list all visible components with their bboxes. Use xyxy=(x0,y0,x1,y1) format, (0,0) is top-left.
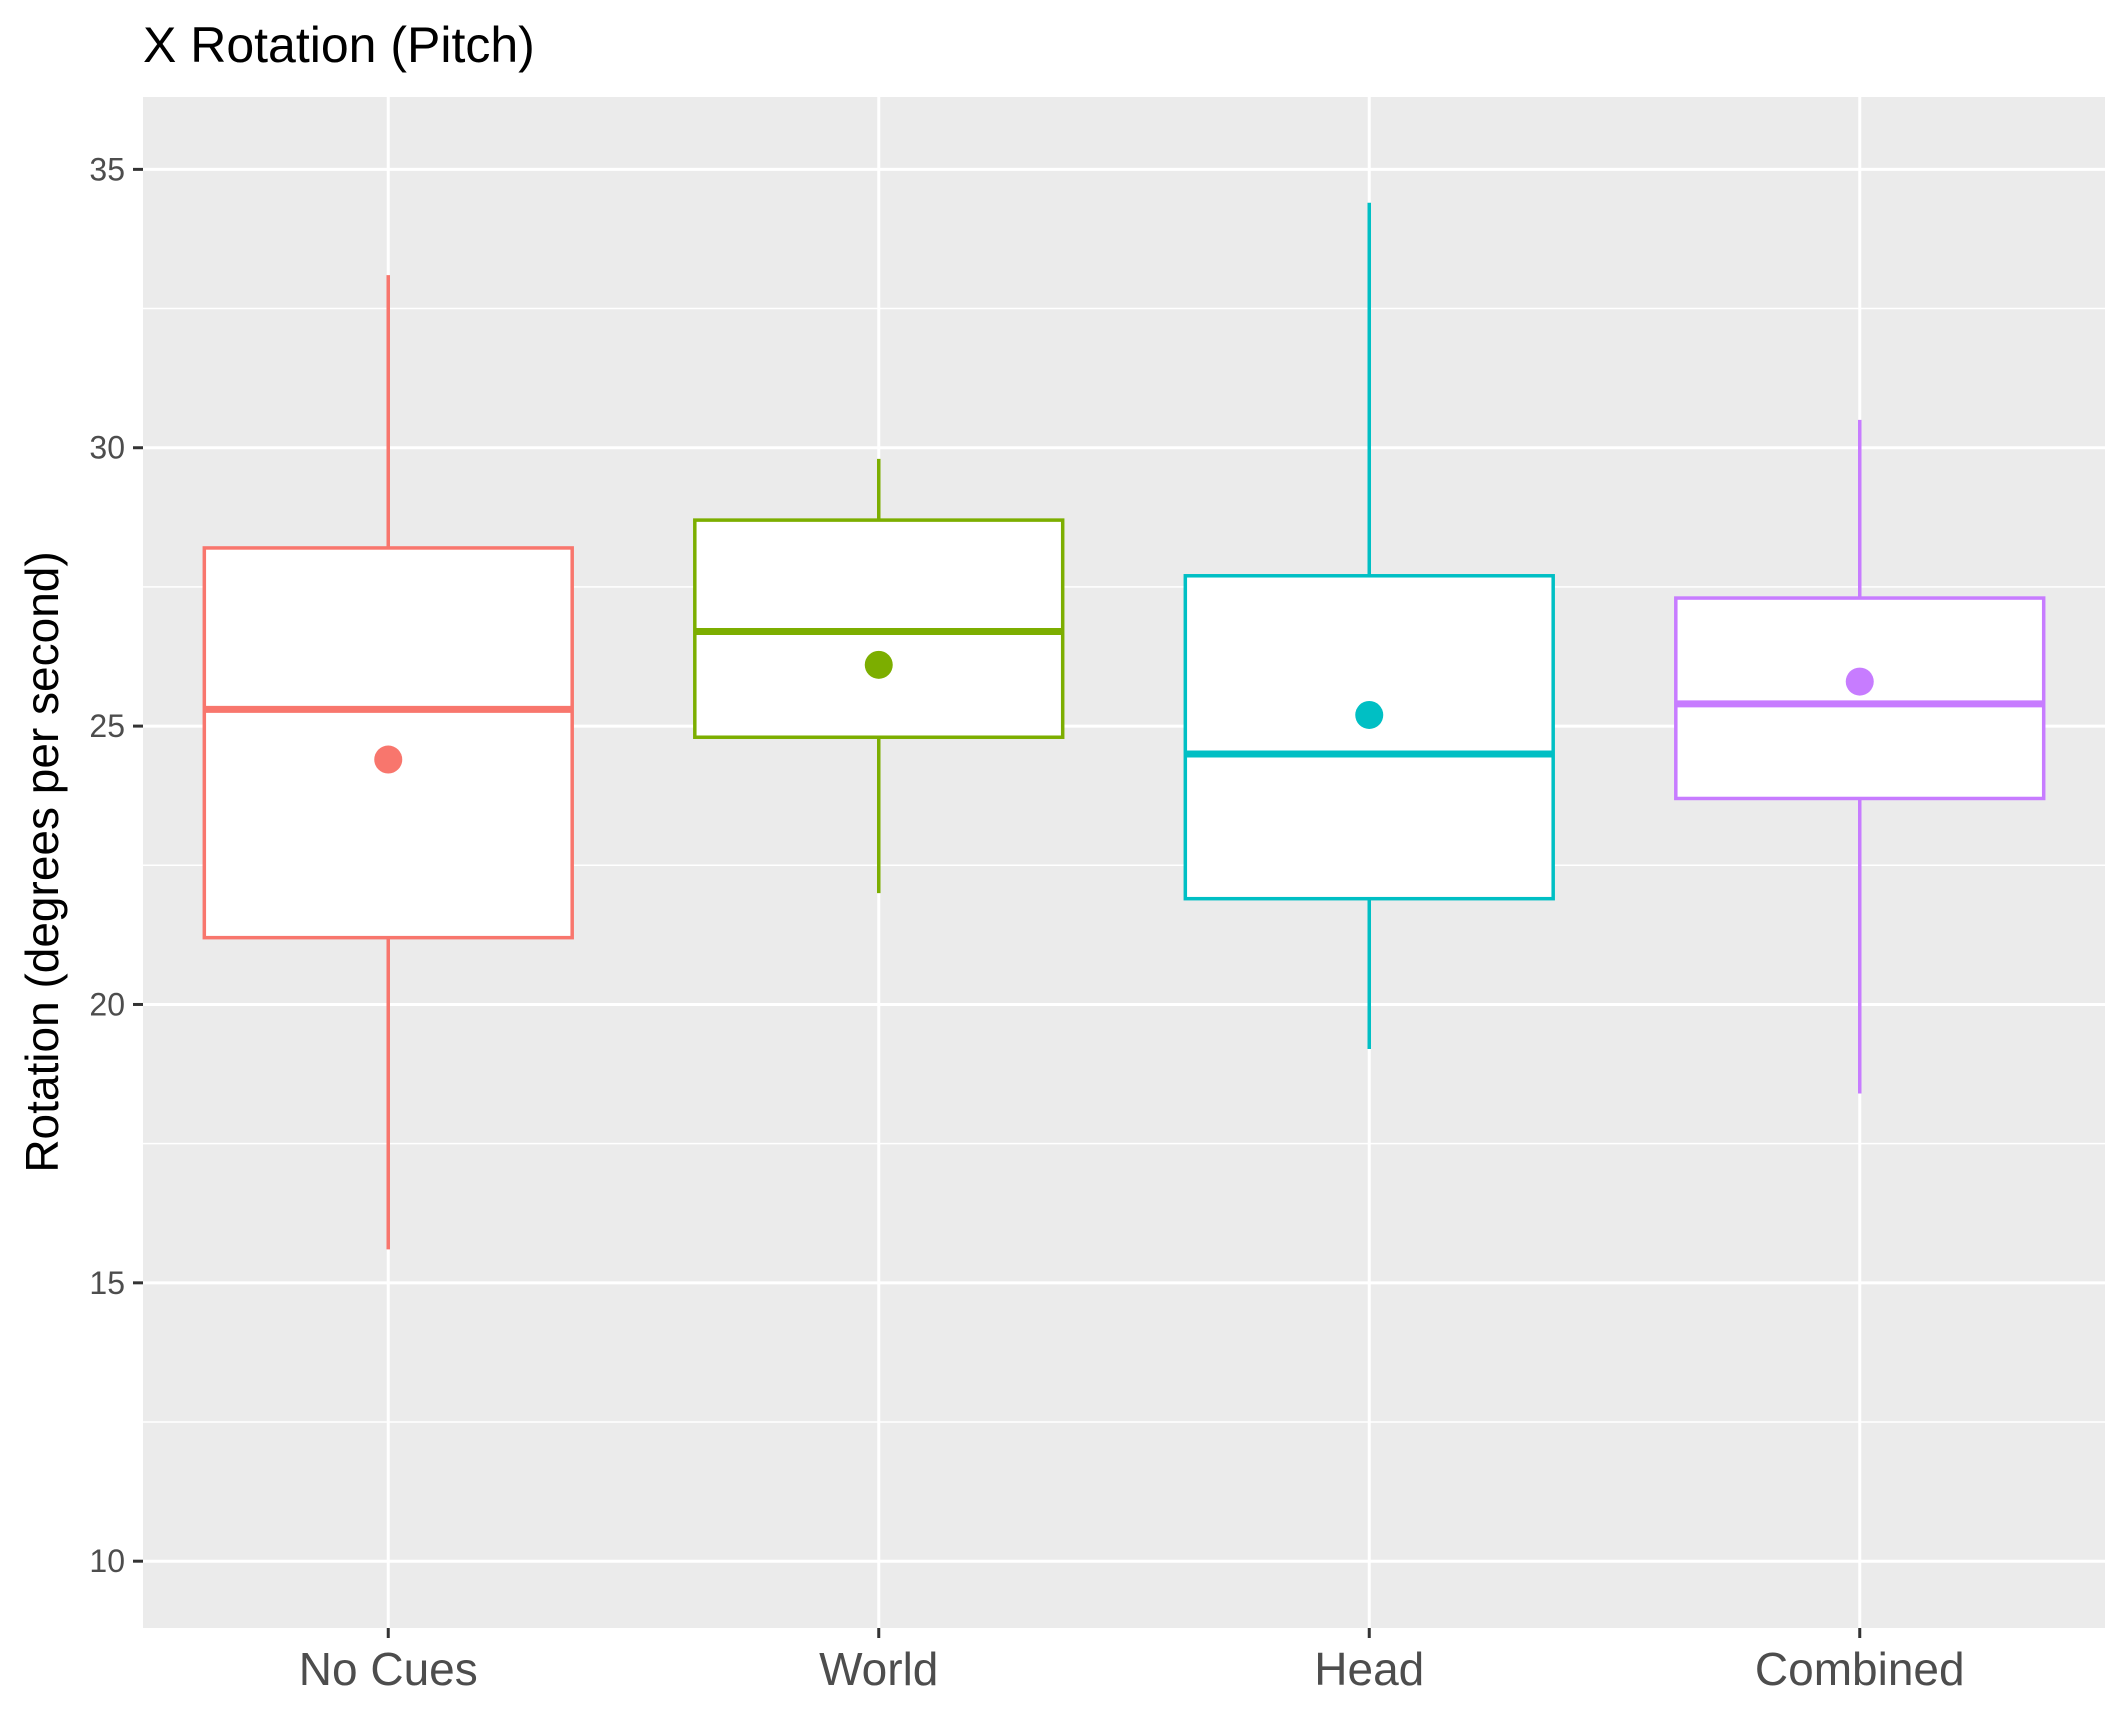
y-tick-label: 30 xyxy=(89,430,125,466)
y-axis: 10 15 20 25 30 35 xyxy=(89,151,143,1579)
box-group xyxy=(202,275,574,1250)
mean-point xyxy=(374,745,403,774)
y-tick-label: 20 xyxy=(89,986,125,1022)
chart-title: X Rotation (Pitch) xyxy=(143,17,535,73)
x-tick-label: Head xyxy=(1314,1643,1424,1695)
box-group xyxy=(1674,419,2046,1094)
box-body xyxy=(1674,596,2046,801)
x-tick-label: Combined xyxy=(1755,1643,1965,1695)
y-tick-label: 15 xyxy=(89,1265,125,1301)
box-group xyxy=(1183,202,1555,1050)
box-body xyxy=(202,546,574,940)
y-tick-label: 25 xyxy=(89,708,125,744)
mean-point xyxy=(864,650,893,679)
box-group xyxy=(693,458,1065,894)
y-axis-label: Rotation (degrees per second) xyxy=(16,551,68,1172)
x-tick-label: World xyxy=(819,1643,938,1695)
boxes-layer xyxy=(202,202,2046,1250)
box-body xyxy=(1183,574,1555,901)
x-tick-label: No Cues xyxy=(299,1643,478,1695)
x-axis: No Cues World Head Combined xyxy=(299,1628,1965,1695)
mean-point xyxy=(1355,700,1384,729)
mean-point xyxy=(1845,667,1874,696)
y-tick-label: 35 xyxy=(89,151,125,187)
y-tick-label: 10 xyxy=(89,1543,125,1579)
